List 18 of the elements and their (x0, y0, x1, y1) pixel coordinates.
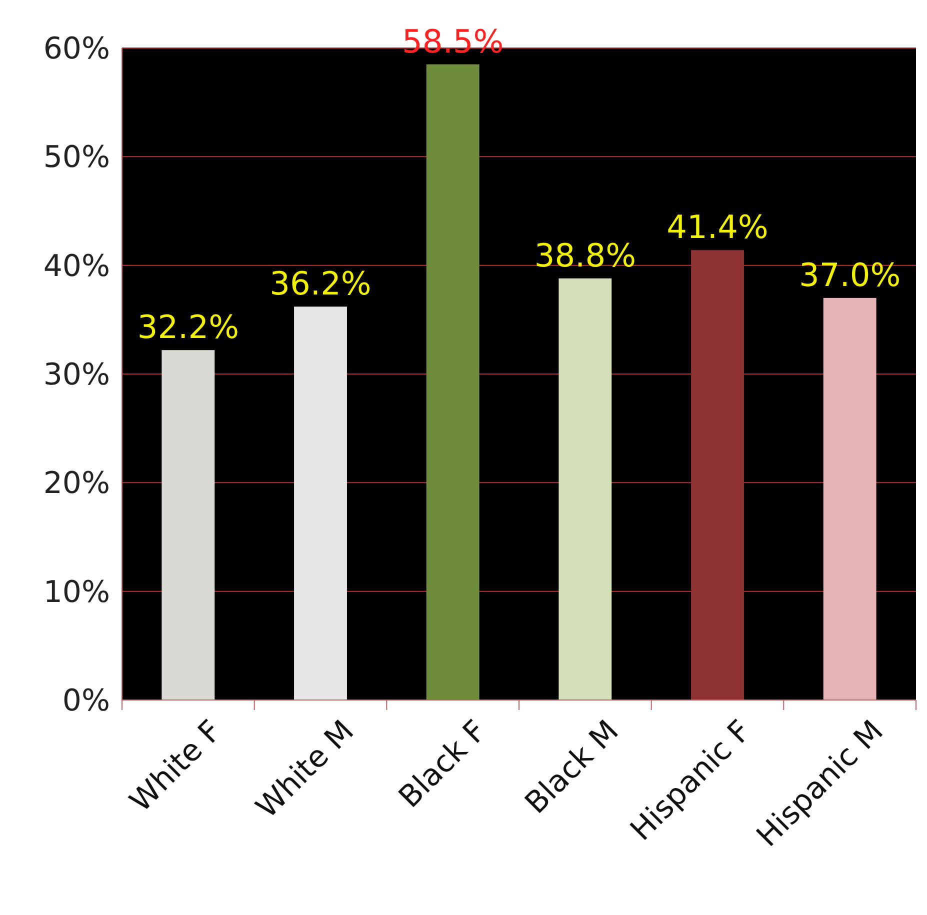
bar (691, 250, 744, 700)
y-tick-label: 40% (43, 248, 110, 284)
y-tick-label: 0% (62, 684, 110, 718)
data-label: 38.8% (534, 236, 636, 274)
data-label: 37.0% (799, 256, 901, 294)
y-tick-label: 20% (43, 466, 110, 502)
y-tick-label: 10% (43, 574, 110, 610)
bar (823, 298, 876, 700)
data-label: 41.4% (666, 208, 768, 246)
y-tick-label: 50% (43, 140, 110, 176)
data-label: 32.2% (137, 308, 239, 346)
bar (162, 350, 215, 700)
y-tick-label: 30% (43, 358, 110, 392)
data-label: 36.2% (270, 264, 372, 303)
bar (558, 278, 612, 700)
bar (426, 64, 480, 700)
y-tick-label: 60% (43, 32, 110, 66)
bar (294, 306, 347, 700)
